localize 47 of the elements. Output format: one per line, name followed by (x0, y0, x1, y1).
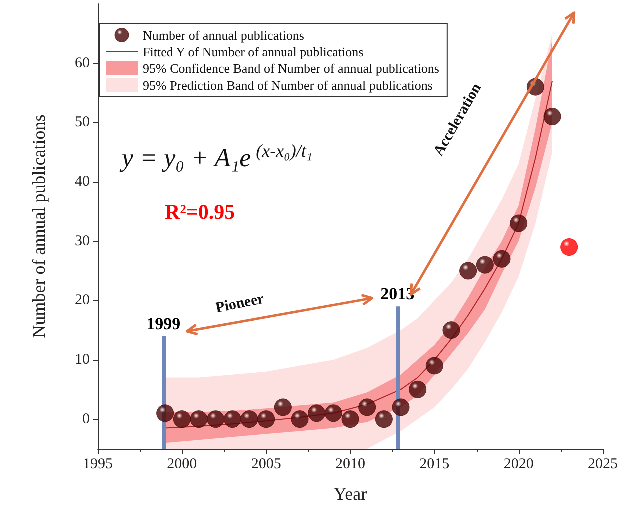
y-tick-label: 60 (75, 55, 90, 72)
annotation: R²=0.95 (165, 200, 236, 224)
legend-label: 95% Prediction Band of Number of annual publications (143, 78, 433, 93)
x-tick-label: 2000 (167, 456, 198, 472)
point (476, 256, 494, 274)
point (324, 404, 342, 422)
point (392, 398, 410, 416)
x-tick-label: 2015 (420, 456, 450, 472)
point (156, 404, 174, 422)
y-axis-title: Number of annual publications (29, 114, 49, 338)
x-tick-label: 2010 (336, 456, 366, 472)
legend-label: Number of annual publications (143, 28, 304, 43)
y-tick-label: 20 (75, 292, 90, 309)
point (274, 398, 292, 416)
point (560, 238, 578, 256)
point (426, 357, 444, 375)
point (409, 380, 427, 398)
point (460, 262, 478, 280)
point (375, 410, 393, 428)
point (442, 322, 460, 340)
y-tick-label: 50 (75, 114, 90, 131)
x-tick-label: 1995 (83, 456, 113, 472)
point (240, 410, 258, 428)
annotation: Pioneer (214, 291, 266, 317)
point (291, 410, 309, 428)
x-tick-label: 2025 (588, 456, 618, 472)
y-tick-label: 10 (75, 352, 90, 368)
point (544, 108, 562, 126)
point (190, 410, 208, 428)
point (207, 410, 225, 428)
point (358, 398, 376, 416)
point (173, 410, 191, 428)
ref-line-label: 1999 (146, 314, 181, 334)
point (258, 410, 276, 428)
y-tick-label: 40 (75, 174, 90, 190)
point (342, 410, 360, 428)
legend-label: 95% Confidence Band of Number of annual publications (143, 61, 440, 76)
y-tick-label: 30 (75, 233, 90, 250)
point (308, 404, 326, 422)
x-axis-title: Year (334, 484, 368, 504)
y-tick-label: 0 (82, 411, 90, 428)
point (510, 214, 528, 232)
point (493, 250, 511, 268)
point (224, 410, 242, 428)
legend-label: Fitted Y of Number of annual publications (143, 44, 364, 60)
x-tick-label: 2005 (251, 456, 282, 472)
x-tick-label: 2020 (504, 456, 534, 472)
